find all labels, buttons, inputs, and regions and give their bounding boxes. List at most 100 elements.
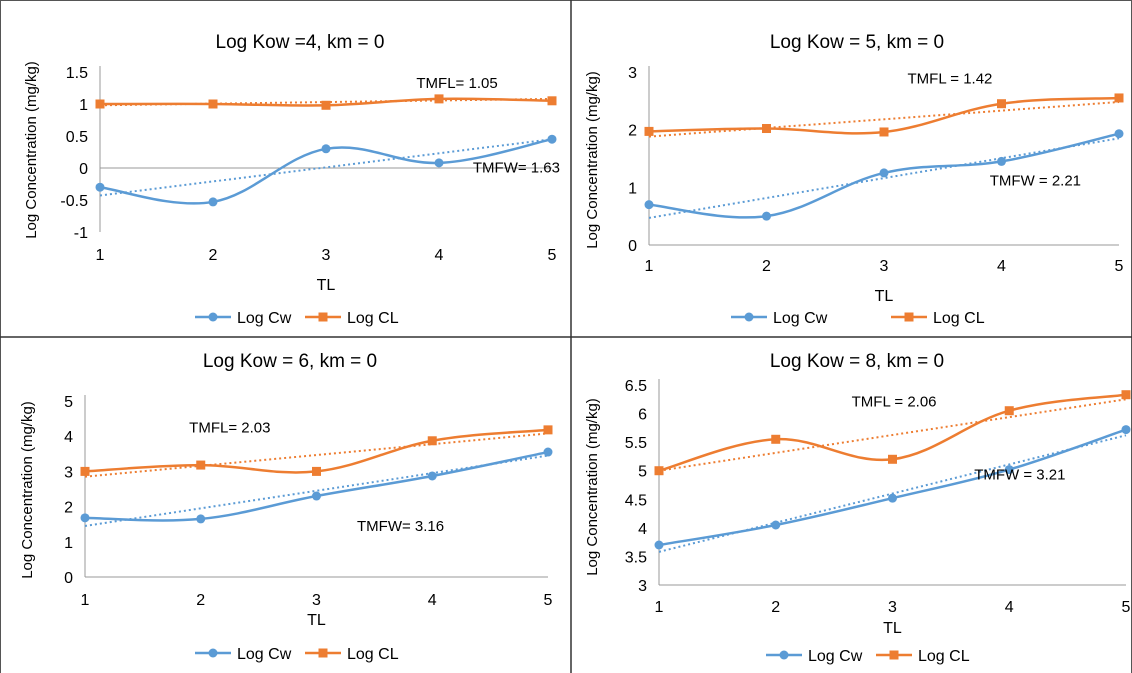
y-tick-label: 3	[628, 65, 637, 82]
x-tick-label: 1	[645, 258, 654, 275]
legend-marker-square	[318, 648, 328, 658]
legend: Log Cw Log CL	[731, 310, 985, 327]
x-tick-label: 1	[655, 599, 664, 616]
y-tick-label: 6	[638, 407, 647, 424]
data-point-cw	[644, 200, 654, 210]
legend: Log Cw Log CL	[195, 646, 399, 663]
data-point-cl	[196, 460, 206, 470]
y-tick-label: 5.5	[625, 435, 647, 452]
data-point-cl	[312, 466, 321, 476]
x-tick-label: 1	[81, 592, 90, 609]
series-line-cw	[84, 450, 549, 522]
legend-label: Log Cw	[808, 648, 863, 665]
chart-svg: Log Kow = 8, km = 0 3 3.5 4 4.5 5 5.5 6 6.5 1 2 3 4 5…	[584, 351, 1131, 665]
legend-label: Log Cw	[773, 310, 828, 327]
tmfl-annotation: TMFL= 1.05	[416, 75, 497, 92]
x-axis-label: TL	[307, 612, 326, 629]
data-point-cw	[1114, 129, 1124, 139]
data-point-cw	[879, 168, 889, 178]
x-tick-label: 4	[1005, 599, 1014, 616]
y-tick-label: 0	[64, 570, 73, 587]
x-tick-label: 4	[428, 592, 437, 609]
y-tick-label: 4	[64, 429, 73, 446]
legend-marker-circle	[779, 650, 789, 660]
legend-label: Log CL	[918, 648, 970, 665]
data-point-cw	[771, 520, 781, 530]
chart-panel-kow5: Log Kow = 5, km = 0 0 1 2 3 1 2 3 4 5 TL Log Concen…	[571, 0, 1132, 337]
data-point-cw	[997, 156, 1006, 166]
y-tick-label: 4.5	[625, 492, 647, 509]
legend-marker-circle	[208, 312, 218, 322]
data-point-cw	[1121, 425, 1131, 435]
legend-label: Log CL	[347, 310, 399, 327]
data-point-cw	[196, 514, 206, 524]
legend-label: Log CL	[347, 646, 399, 663]
x-tick-label: 3	[880, 258, 889, 275]
legend: Log Cw Log CL	[195, 310, 399, 327]
tmfw-annotation: TMFW = 2.21	[990, 173, 1081, 190]
data-point-cl	[771, 434, 781, 444]
y-tick-label: 0	[628, 238, 637, 255]
data-point-cw	[95, 182, 105, 192]
y-tick-label: 0	[79, 161, 88, 178]
data-point-cl	[547, 96, 557, 106]
y-tick-label: 5	[638, 464, 647, 481]
chart-panel-kow8: Log Kow = 8, km = 0 3 3.5 4 4.5 5 5.5 6 6.5 1 2 3 4 5…	[571, 337, 1132, 673]
data-point-cw	[80, 513, 90, 523]
data-point-cl	[427, 436, 437, 446]
chart-panel-kow6: Log Kow = 6, km = 0 0 1 2 3 4 5 1 2 3 4 5 TL Log Conc…	[0, 337, 571, 673]
data-point-cl	[879, 127, 889, 137]
y-axis-label: Log Concentration (mg/kg)	[19, 401, 36, 579]
x-axis-label: TL	[883, 620, 902, 637]
data-point-cw	[208, 197, 218, 207]
x-axis-label: TL	[875, 288, 894, 305]
y-tick-label: 2	[628, 123, 637, 140]
data-point-cw	[888, 493, 897, 503]
tmfw-annotation: TMFW = 3.21	[974, 466, 1065, 483]
y-tick-label: 4	[638, 521, 647, 538]
chart-title: Log Kow =4, km = 0	[216, 32, 385, 53]
y-tick-label: 0.5	[66, 129, 88, 146]
chart-title: Log Kow = 6, km = 0	[203, 351, 377, 372]
chart-panel-kow4: Log Kow =4, km = 0 -1 -0.5 0 0.5 1 1.5 1 2 3 4 5 TL L…	[0, 0, 571, 337]
x-tick-label: 5	[548, 247, 557, 264]
x-tick-label: 2	[771, 599, 780, 616]
data-point-cl	[654, 466, 664, 476]
data-point-cl	[762, 124, 771, 134]
legend-label: Log Cw	[237, 646, 292, 663]
data-point-cl	[543, 425, 553, 435]
legend-label: Log CL	[933, 310, 985, 327]
legend-marker-circle	[744, 312, 754, 322]
y-tick-label: 2	[64, 500, 73, 517]
data-point-cl	[80, 466, 90, 476]
chart-svg: Log Kow =4, km = 0 -1 -0.5 0 0.5 1 1.5 1 2 3 4 5 TL L…	[23, 32, 560, 327]
y-tick-label: 3	[64, 464, 73, 481]
data-point-cw	[312, 491, 321, 501]
data-point-cl	[321, 100, 331, 110]
data-point-cl	[1121, 390, 1131, 400]
y-tick-label: 6.5	[625, 378, 647, 395]
tmfw-annotation: TMFW= 1.63	[473, 159, 560, 176]
x-tick-label: 1	[96, 247, 105, 264]
trendline-cl	[648, 100, 1120, 138]
data-point-cl	[997, 99, 1006, 109]
data-point-cl	[644, 126, 654, 136]
x-tick-label: 3	[322, 247, 331, 264]
data-point-cl	[95, 99, 105, 109]
data-point-cw	[1004, 465, 1014, 475]
y-tick-label: -1	[74, 225, 88, 242]
y-axis-label: Log Concentration (mg/kg)	[584, 398, 601, 576]
trendline-cl	[658, 398, 1127, 472]
x-tick-label: 2	[209, 247, 218, 264]
x-axis-label: TL	[317, 277, 336, 294]
chart-title: Log Kow = 5, km = 0	[770, 32, 944, 53]
legend-marker-square	[889, 650, 899, 660]
y-tick-label: 1	[628, 180, 637, 197]
x-tick-label: 5	[1122, 599, 1131, 616]
x-tick-label: 3	[888, 599, 897, 616]
chart-title: Log Kow = 8, km = 0	[770, 351, 944, 372]
legend-marker-square	[904, 312, 914, 322]
